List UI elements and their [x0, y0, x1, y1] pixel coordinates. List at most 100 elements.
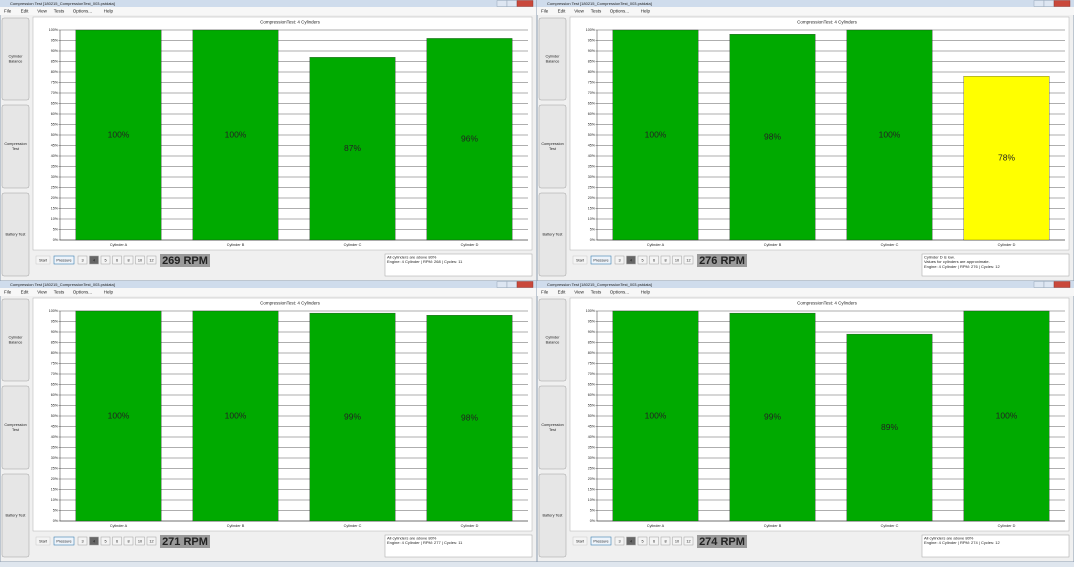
cylinder-count-button[interactable] — [112, 536, 122, 546]
bar — [612, 310, 699, 522]
pressure-button[interactable] — [590, 536, 612, 546]
sidebar-button[interactable] — [1, 104, 30, 189]
cylinder-count-button[interactable] — [626, 536, 636, 546]
menu-item[interactable]: Options... — [610, 289, 629, 294]
menu-item[interactable]: Tests — [54, 289, 65, 294]
cylinder-count-button[interactable] — [100, 536, 111, 546]
pressure-button[interactable] — [53, 536, 75, 546]
menu-item[interactable]: Help — [104, 289, 114, 294]
maximize-button[interactable] — [1043, 0, 1055, 7]
menu-item[interactable]: Help — [104, 8, 114, 13]
minimize-button[interactable] — [1033, 0, 1045, 7]
menu-item[interactable]: Tests — [54, 8, 65, 13]
menu-item[interactable]: View — [37, 289, 47, 294]
bar — [963, 76, 1050, 241]
cylinder-count-button[interactable] — [660, 255, 671, 265]
menu-item[interactable]: Edit — [558, 8, 567, 13]
y-tick-label: 60% — [588, 393, 596, 397]
start-button[interactable] — [35, 255, 51, 265]
close-button[interactable] — [516, 281, 534, 288]
cylinder-count-label: 12 — [686, 258, 690, 262]
cylinder-count-button[interactable] — [672, 255, 682, 265]
y-tick-label: 70% — [51, 372, 59, 376]
cylinder-count-button[interactable] — [89, 255, 99, 265]
sidebar-button[interactable] — [538, 192, 567, 277]
sidebar-button[interactable] — [538, 17, 567, 101]
cylinder-count-button[interactable] — [660, 536, 671, 546]
sidebar-button[interactable] — [1, 17, 30, 101]
sidebar-button[interactable] — [538, 104, 567, 189]
y-tick-label: 55% — [51, 403, 59, 407]
cylinder-count-button[interactable] — [135, 536, 145, 546]
menu-item[interactable]: Edit — [21, 8, 30, 13]
y-tick-label: 20% — [588, 477, 596, 481]
x-tick-label: Cylinder A — [110, 524, 128, 528]
sidebar-button[interactable] — [538, 473, 567, 558]
y-tick-label: 80% — [51, 70, 59, 74]
menu-item[interactable]: Tests — [591, 289, 602, 294]
cylinder-count-button[interactable] — [649, 536, 659, 546]
pressure-button[interactable] — [590, 255, 612, 265]
menu-item[interactable]: File — [4, 8, 12, 13]
minimize-button[interactable] — [496, 281, 508, 288]
cylinder-count-button[interactable] — [77, 255, 88, 265]
start-button[interactable] — [35, 536, 51, 546]
cylinder-count-button[interactable] — [100, 255, 111, 265]
menu-item[interactable]: Help — [641, 289, 651, 294]
start-button[interactable] — [572, 536, 588, 546]
menu-item[interactable]: View — [574, 289, 584, 294]
cylinder-count-button[interactable] — [135, 255, 145, 265]
menu-item[interactable]: Options... — [73, 289, 92, 294]
maximize-button[interactable] — [506, 281, 518, 288]
maximize-button[interactable] — [506, 0, 518, 7]
cylinder-count-button[interactable] — [637, 255, 648, 265]
cylinder-count-label: 5 — [104, 258, 106, 262]
cylinder-count-button[interactable] — [672, 536, 682, 546]
cylinder-count-button[interactable] — [614, 536, 625, 546]
close-button[interactable] — [1053, 281, 1071, 288]
close-button[interactable] — [516, 0, 534, 7]
window: Compression Test [180215_CompressionTest… — [536, 0, 1074, 282]
cylinder-count-button[interactable] — [112, 255, 122, 265]
minimize-button[interactable] — [1033, 281, 1045, 288]
cylinder-count-button[interactable] — [637, 536, 648, 546]
menu-item[interactable]: View — [574, 8, 584, 13]
menu-item[interactable]: View — [37, 8, 47, 13]
menu-item[interactable]: Tests — [591, 8, 602, 13]
cylinder-count-button[interactable] — [146, 536, 157, 546]
minimize-button[interactable] — [496, 0, 508, 7]
cylinder-count-button[interactable] — [77, 536, 88, 546]
menu-item[interactable]: Options... — [73, 8, 92, 13]
x-tick-label: Cylinder B — [764, 243, 782, 247]
menu-item[interactable]: Options... — [610, 8, 629, 13]
window-title: Compression Test [180215_CompressionTest… — [547, 282, 652, 287]
pressure-button[interactable] — [53, 255, 75, 265]
sidebar-label: Cylinder — [9, 55, 24, 59]
cylinder-count-button[interactable] — [683, 536, 694, 546]
sidebar-button[interactable] — [538, 385, 567, 470]
menu-item[interactable]: File — [541, 8, 549, 13]
cylinder-count-button[interactable] — [683, 255, 694, 265]
menu-item[interactable]: File — [541, 289, 549, 294]
close-button[interactable] — [1053, 0, 1071, 7]
cylinder-count-button[interactable] — [614, 255, 625, 265]
start-button[interactable] — [572, 255, 588, 265]
sidebar-button[interactable] — [538, 298, 567, 382]
sidebar-button[interactable] — [1, 298, 30, 382]
menu-item[interactable]: Edit — [558, 289, 567, 294]
rpm-readout: 271 RPM — [162, 536, 208, 548]
cylinder-count-button[interactable] — [649, 255, 659, 265]
sidebar-button[interactable] — [1, 192, 30, 277]
menu-item[interactable]: Edit — [21, 289, 30, 294]
menu-item[interactable]: File — [4, 289, 12, 294]
cylinder-count-button[interactable] — [89, 536, 99, 546]
cylinder-count-button[interactable] — [123, 255, 134, 265]
cylinder-count-button[interactable] — [146, 255, 157, 265]
maximize-button[interactable] — [1043, 281, 1055, 288]
sidebar-button[interactable] — [1, 385, 30, 470]
cylinder-count-button[interactable] — [123, 536, 134, 546]
sidebar-button[interactable] — [1, 473, 30, 558]
y-tick-label: 15% — [588, 487, 596, 491]
cylinder-count-button[interactable] — [626, 255, 636, 265]
menu-item[interactable]: Help — [641, 8, 651, 13]
